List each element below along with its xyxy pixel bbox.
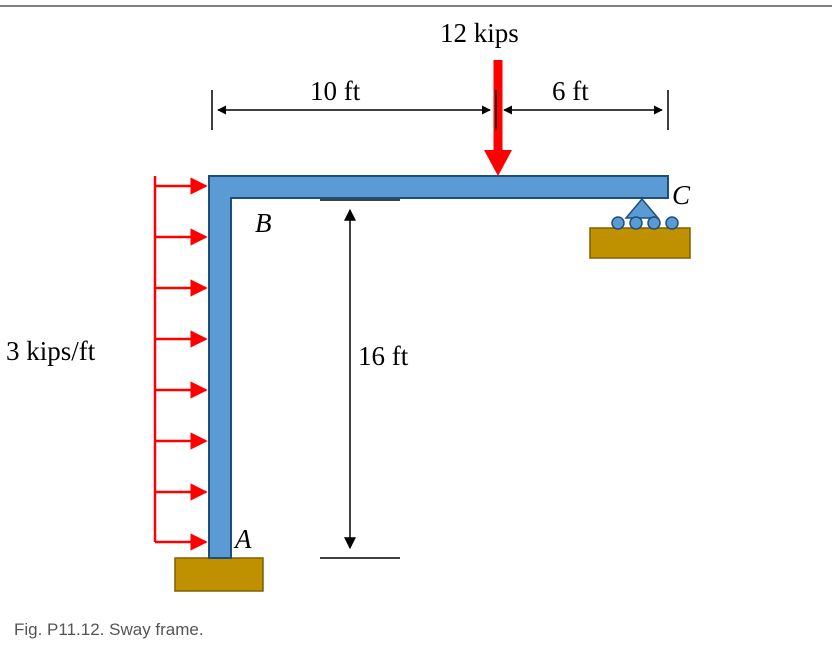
- support-c-ground: [590, 228, 690, 258]
- label-point-load: 12 kips: [440, 18, 519, 48]
- label-node-b: B: [255, 208, 272, 238]
- support-c-roller: [612, 199, 678, 229]
- label-span2: 6 ft: [552, 76, 589, 106]
- label-node-a: A: [233, 524, 252, 554]
- dimension-top: [212, 90, 668, 130]
- point-load-arrow: [484, 60, 512, 176]
- sway-frame-diagram: 12 kips 10 ft 6 ft 16 ft 3 kips/ft A B C: [0, 0, 832, 653]
- distributed-load-arrows: [155, 176, 206, 542]
- label-node-c: C: [672, 180, 691, 210]
- label-dist-load: 3 kips/ft: [6, 336, 96, 366]
- label-height: 16 ft: [358, 341, 409, 371]
- support-a-ground: [175, 558, 263, 591]
- figure-caption: Fig. P11.12. Sway frame.: [14, 620, 204, 640]
- dimension-height: [320, 200, 400, 558]
- label-span1: 10 ft: [310, 76, 361, 106]
